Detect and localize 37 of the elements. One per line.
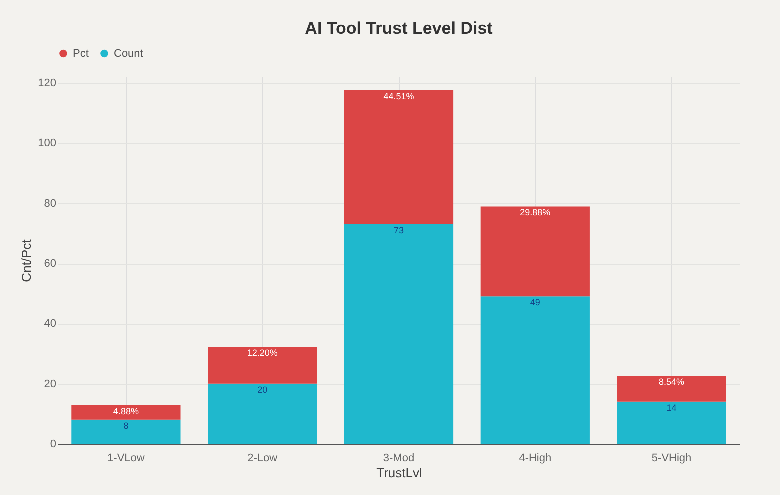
bar	[617, 376, 726, 402]
y-tick-label: 120	[38, 78, 56, 90]
data-label: 73	[394, 225, 404, 236]
data-label: 8.54%	[659, 377, 685, 388]
data-label: 14	[666, 402, 677, 413]
y-tick-label: 40	[44, 318, 56, 330]
bar	[208, 347, 318, 384]
legend-label: Count	[114, 48, 144, 60]
data-label: 4.88%	[113, 406, 139, 416]
y-axis-title: Cnt/Pct	[19, 239, 34, 282]
data-label: 20	[258, 384, 268, 395]
bar	[344, 224, 454, 444]
data-label: 29.88%	[520, 208, 551, 218]
data-label: 49	[530, 298, 540, 308]
x-tick-label: 5-VHigh	[652, 452, 692, 464]
x-tick-label: 4-High	[519, 452, 552, 464]
y-tick-label: 100	[38, 138, 56, 150]
bar	[617, 402, 726, 444]
bar	[72, 420, 181, 444]
x-tick-label: 3-Mod	[383, 452, 415, 464]
bar	[208, 384, 318, 444]
x-tick-label: 2-Low	[248, 452, 278, 464]
x-axis-title: TrustLvl	[376, 466, 422, 480]
chart-title: AI Tool Trust Level Dist	[305, 19, 494, 38]
bar	[344, 90, 454, 224]
bar	[480, 296, 590, 444]
data-label: 44.51%	[384, 92, 414, 102]
x-tick-label: 1-VLow	[108, 452, 145, 464]
y-tick-label: 20	[44, 378, 56, 390]
y-tick-label: 60	[44, 258, 56, 270]
bar	[72, 405, 181, 420]
data-label: 12.20%	[247, 348, 278, 358]
data-label: 8	[124, 420, 129, 431]
y-tick-label: 80	[44, 198, 56, 210]
legend-label: Pct	[73, 48, 89, 60]
bar	[480, 206, 590, 297]
y-tick-label: 0	[50, 438, 56, 450]
